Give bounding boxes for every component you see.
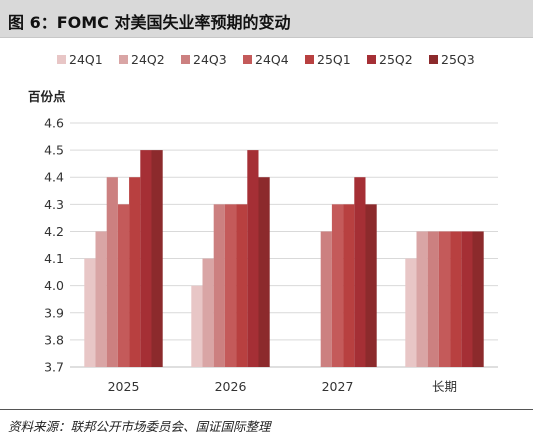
y-tick-label: 3.8 bbox=[44, 332, 64, 347]
bar-25Q2-2026 bbox=[247, 150, 259, 367]
figure-title-bar: 图 6：FOMC 对美国失业率预期的变动 bbox=[0, 0, 533, 38]
source-note: 资料来源：联邦公开市场委员会、国证国际整理 bbox=[8, 419, 271, 434]
y-tick-label: 4.6 bbox=[44, 116, 64, 131]
bar-24Q1-2026 bbox=[191, 285, 203, 367]
y-tick-label: 4.4 bbox=[44, 170, 64, 185]
bar-25Q3-长期 bbox=[472, 231, 484, 367]
legend-swatch-25Q3 bbox=[429, 55, 438, 64]
legend-label-25Q2: 25Q2 bbox=[379, 52, 413, 67]
y-tick-label: 4.2 bbox=[44, 224, 64, 239]
bar-25Q3-2025 bbox=[151, 150, 163, 367]
bar-24Q3-2025 bbox=[106, 177, 118, 367]
bar-24Q3-2027 bbox=[320, 231, 332, 367]
bar-24Q4-2025 bbox=[117, 204, 130, 367]
legend-swatch-24Q3 bbox=[181, 55, 190, 64]
bar-25Q1-长期 bbox=[450, 231, 462, 367]
legend-label-24Q1: 24Q1 bbox=[69, 52, 103, 67]
legend-swatch-24Q2 bbox=[119, 55, 128, 64]
y-tick-label: 3.9 bbox=[44, 305, 64, 320]
x-tick-label: 2027 bbox=[322, 379, 354, 394]
bar-25Q1-2025 bbox=[129, 177, 141, 367]
bar-25Q1-2026 bbox=[236, 204, 248, 367]
legend-label-24Q2: 24Q2 bbox=[131, 52, 165, 67]
y-tick-label: 4.1 bbox=[44, 251, 64, 266]
bar-24Q2-2025 bbox=[95, 231, 107, 367]
x-tick-label: 2026 bbox=[215, 379, 247, 394]
bar-24Q1-2025 bbox=[84, 258, 96, 367]
bar-24Q2-2026 bbox=[202, 258, 214, 367]
bar-25Q2-2025 bbox=[140, 150, 152, 367]
bar-25Q3-2027 bbox=[365, 204, 377, 367]
bar-24Q3-长期 bbox=[427, 231, 439, 367]
figure-title: 图 6：FOMC 对美国失业率预期的变动 bbox=[8, 13, 291, 32]
bar-24Q4-长期 bbox=[438, 231, 451, 367]
legend-label-24Q3: 24Q3 bbox=[193, 52, 227, 67]
legend-label-24Q4: 24Q4 bbox=[255, 52, 289, 67]
y-tick-label: 4.5 bbox=[44, 143, 64, 158]
bar-24Q4-2027 bbox=[331, 204, 344, 367]
bar-25Q2-2027 bbox=[354, 177, 366, 367]
bar-chart: 24Q1 24Q2 24Q3 24Q4 25Q1 25Q2 25Q3 百份点 3.7 3.8 3.9… bbox=[28, 52, 498, 394]
bar-24Q2-长期 bbox=[416, 231, 428, 367]
source-footer: 资料来源：联邦公开市场委员会、国证国际整理 bbox=[0, 409, 533, 437]
bar-24Q1-长期 bbox=[405, 258, 417, 367]
y-axis-label: 百份点 bbox=[28, 89, 66, 104]
y-tick-label: 3.7 bbox=[44, 360, 64, 375]
legend-swatch-25Q2 bbox=[367, 55, 376, 64]
legend-swatch-24Q4 bbox=[243, 55, 252, 64]
bar-25Q3-2026 bbox=[258, 177, 270, 367]
bar-25Q1-2027 bbox=[343, 204, 355, 367]
legend-label-25Q1: 25Q1 bbox=[317, 52, 351, 67]
bar-24Q4-2026 bbox=[224, 204, 237, 367]
legend-swatch-25Q1 bbox=[305, 55, 314, 64]
x-tick-label: 2025 bbox=[108, 379, 140, 394]
bar-24Q3-2026 bbox=[213, 204, 225, 367]
legend-swatch-24Q1 bbox=[57, 55, 66, 64]
y-tick-label: 4.3 bbox=[44, 197, 64, 212]
y-tick-label: 4.0 bbox=[44, 278, 64, 293]
bar-25Q2-长期 bbox=[461, 231, 473, 367]
x-tick-label: 长期 bbox=[432, 379, 457, 394]
legend-label-25Q3: 25Q3 bbox=[441, 52, 475, 67]
